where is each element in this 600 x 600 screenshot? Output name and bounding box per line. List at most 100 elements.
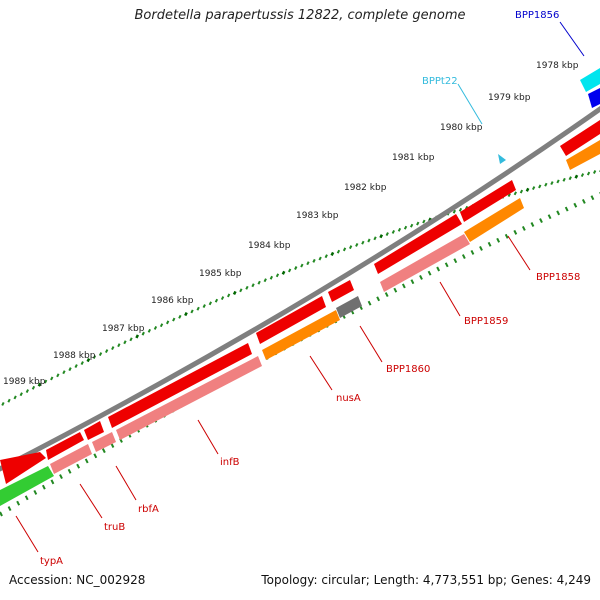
rna-block[interactable] <box>588 88 600 108</box>
trna-block[interactable] <box>580 68 600 92</box>
ruler-label: 1978 kbp <box>536 61 579 71</box>
ruler-tick <box>300 263 304 268</box>
ruler-tick <box>31 385 36 390</box>
inner-ring-tick <box>67 468 72 474</box>
ruler-tick <box>62 370 66 375</box>
ruler-label: 1984 kbp <box>248 241 291 251</box>
inner-ring-tick <box>427 270 432 276</box>
inner-ring-tick <box>84 458 89 464</box>
gene-label-bpp1859[interactable]: BPP1859 <box>464 316 508 327</box>
ruler-tick <box>330 251 335 256</box>
ruler-tick <box>507 193 511 197</box>
gene-label-typa[interactable]: typA <box>40 556 63 567</box>
ruler-label: 1987 kbp <box>102 324 145 334</box>
ruler-tick <box>422 219 426 224</box>
inner-ring-tick <box>496 237 501 243</box>
gene-block-forward[interactable] <box>460 180 516 222</box>
ruler-tick <box>239 288 243 293</box>
ruler-tick <box>202 304 206 308</box>
gene-label-bppt22[interactable]: BPPt22 <box>422 76 458 87</box>
inner-ring-tick <box>76 463 81 469</box>
gene-block-reverse[interactable] <box>262 310 340 360</box>
ruler-tick <box>580 173 585 178</box>
gene-label-trub[interactable]: truB <box>104 522 125 533</box>
ruler-tick <box>556 179 560 184</box>
ruler-tick <box>550 181 554 186</box>
ruler-label: 1983 kbp <box>296 211 339 221</box>
ruler-tick <box>25 389 29 393</box>
gene-block-forward[interactable] <box>0 452 46 484</box>
ruler-tick <box>123 340 127 345</box>
ruler-tick <box>391 229 395 234</box>
gene-block-forward[interactable] <box>374 214 462 274</box>
ruler-tick <box>190 309 194 314</box>
gene-block-reverse[interactable] <box>464 198 524 242</box>
ruler-tick <box>306 261 310 266</box>
gene-block-reverse[interactable] <box>336 296 362 318</box>
genome-summary-text: Topology: circular; Length: 4,773,551 bp… <box>261 573 591 587</box>
ruler-tick <box>562 177 566 182</box>
ruler-tick <box>178 314 182 319</box>
gene-label-nusa[interactable]: nusA <box>336 393 361 404</box>
ruler-tick <box>92 355 97 359</box>
gene-label-bpp1856[interactable]: BPP1856 <box>515 10 559 21</box>
ruler-label: 1986 kbp <box>151 296 194 306</box>
forward-strand-genes <box>0 120 600 484</box>
inner-ring-tick <box>93 453 98 459</box>
callout-line <box>115 465 137 501</box>
inner-ring-tick <box>367 300 372 306</box>
ruler-tick <box>593 170 597 174</box>
ruler-tick <box>153 326 158 330</box>
gene-block-reverse[interactable] <box>566 140 600 170</box>
callout-line <box>309 355 333 391</box>
inner-ring-tick <box>50 479 55 485</box>
ruler-tick <box>342 247 347 252</box>
gene-block-forward[interactable] <box>560 120 600 156</box>
ruler-label: 1981 kbp <box>392 153 435 163</box>
ruler-tick <box>147 328 151 333</box>
ruler-tick <box>117 343 121 348</box>
gene-block-forward[interactable] <box>108 343 252 428</box>
inner-ring-tick <box>504 233 509 239</box>
inner-ring-tick <box>539 218 543 224</box>
ruler-tick <box>403 225 408 230</box>
gene-block-reverse[interactable] <box>0 466 54 506</box>
ruler-tick <box>294 266 298 270</box>
gene-block-forward[interactable] <box>46 432 84 460</box>
gene-block-reverse[interactable] <box>50 444 92 474</box>
callout-line <box>359 325 383 363</box>
ruler-tick <box>452 209 456 214</box>
ruler-tick <box>159 323 164 328</box>
inner-ring-tick <box>7 506 12 512</box>
inner-ring-tick <box>461 254 466 260</box>
ruler-tick <box>349 245 353 250</box>
inner-ring-tick <box>547 214 552 220</box>
ruler-tick <box>281 270 286 275</box>
gene-block-reverse[interactable] <box>380 234 470 292</box>
gene-block-forward[interactable] <box>84 421 104 440</box>
ruler-tick <box>379 234 384 239</box>
ruler-labels: 1978 kbp 1979 kbp 1980 kbp 1981 kbp 1982 kbp… <box>3 61 579 387</box>
gene-block-forward[interactable] <box>328 280 354 302</box>
map-title: Bordetella parapertussis 12822, complete… <box>134 8 466 23</box>
ruler-tick <box>184 312 188 317</box>
gene-label-bpp1858[interactable]: BPP1858 <box>536 272 580 283</box>
ruler-tick <box>269 275 273 280</box>
ruler-tick <box>397 227 402 232</box>
inner-ring-tick <box>16 500 21 506</box>
gene-label-bpp1860[interactable]: BPP1860 <box>386 364 430 375</box>
inner-ring-tick <box>24 495 29 501</box>
ruler-tick <box>111 346 115 351</box>
inner-ring-tick <box>33 490 38 495</box>
inner-ring-tick <box>521 225 526 231</box>
inner-ring-tick <box>376 296 381 302</box>
gene-label-infb[interactable]: infB <box>220 457 240 468</box>
gene-callouts: BPP1856 BPPt22 BPP1858 BPP1859 BPP1860 nusA in… <box>15 10 585 567</box>
gene-block-reverse[interactable] <box>116 356 262 440</box>
gene-block-forward[interactable] <box>256 296 326 344</box>
gene-label-rbfa[interactable]: rbfA <box>138 504 159 515</box>
reverse-strand-genes <box>0 140 600 506</box>
gene-block-reverse[interactable] <box>92 432 116 452</box>
inner-ring-tick <box>110 443 115 448</box>
